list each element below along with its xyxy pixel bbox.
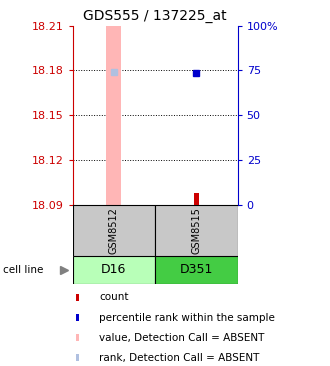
Text: percentile rank within the sample: percentile rank within the sample [99, 313, 275, 322]
Bar [106, 26, 121, 205]
Bar [194, 193, 199, 205]
Text: GSM8515: GSM8515 [191, 207, 201, 254]
Bar [155, 256, 238, 284]
Text: count: count [99, 292, 128, 302]
Text: cell line: cell line [3, 265, 44, 275]
Text: D351: D351 [180, 264, 213, 276]
Title: GDS555 / 137225_at: GDS555 / 137225_at [83, 9, 227, 23]
Bar [73, 205, 155, 256]
Text: rank, Detection Call = ABSENT: rank, Detection Call = ABSENT [99, 353, 259, 363]
Text: value, Detection Call = ABSENT: value, Detection Call = ABSENT [99, 333, 264, 343]
Bar [155, 205, 238, 256]
Text: D16: D16 [101, 264, 126, 276]
Bar [73, 256, 155, 284]
Text: GSM8512: GSM8512 [109, 207, 119, 254]
